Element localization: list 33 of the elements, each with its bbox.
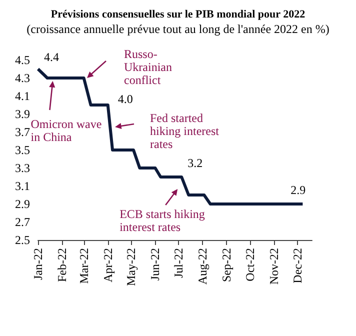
x-tick-label: Aug-22	[196, 248, 210, 285]
x-tick-label: Dec-22	[290, 248, 304, 284]
y-tick-label: 2.7	[15, 215, 30, 229]
y-tick-label: 4.3	[15, 71, 30, 85]
chart-subtitle: (croissance annuelle prévue tout au long de l'année 2022 en %)	[26, 22, 330, 36]
annotation: 4.4	[44, 50, 60, 64]
x-tick-label: Sep-22	[220, 248, 234, 282]
y-tick-label: 2.9	[15, 197, 30, 211]
x-tick-label: Feb-22	[55, 248, 70, 282]
y-tick-label: 3.1	[15, 179, 30, 193]
annotation: Russo-Ukrainian conflict	[124, 47, 173, 87]
y-tick-label: 3.3	[15, 161, 30, 175]
x-tick-label: Jul-22	[171, 248, 186, 278]
y-tick-label: 2.5	[15, 233, 30, 247]
y-tick-label: 3.7	[15, 125, 30, 139]
x-tick-label: Nov-22	[266, 248, 281, 285]
x-tick-label: Mar-22	[76, 248, 91, 284]
x-tick-label: Oct-22	[242, 248, 257, 282]
annotation: 2.9	[290, 183, 307, 197]
y-tick-label: 3.5	[15, 143, 30, 157]
y-tick-label: 3.9	[15, 107, 30, 121]
y-tick-label: 4.5	[15, 53, 30, 67]
annotation: 3.2	[188, 156, 204, 170]
annotation: 4.0	[118, 92, 134, 106]
annotation: ECB starts hiking interest rates	[120, 207, 206, 234]
x-tick-label: Jan-22	[31, 248, 45, 280]
annotation: Omicron wave in China	[30, 117, 103, 144]
y-tick-label: 4.1	[15, 89, 30, 103]
x-tick-label: May-22	[124, 248, 138, 286]
x-tick-label: Apr-22	[100, 248, 115, 282]
chart-title: Prévisions consensuelles sur le PIB mondial pour 2022	[50, 8, 306, 20]
annotation: Fed started hiking interest rates	[150, 111, 220, 151]
x-tick-label: Jun-22	[148, 248, 162, 281]
